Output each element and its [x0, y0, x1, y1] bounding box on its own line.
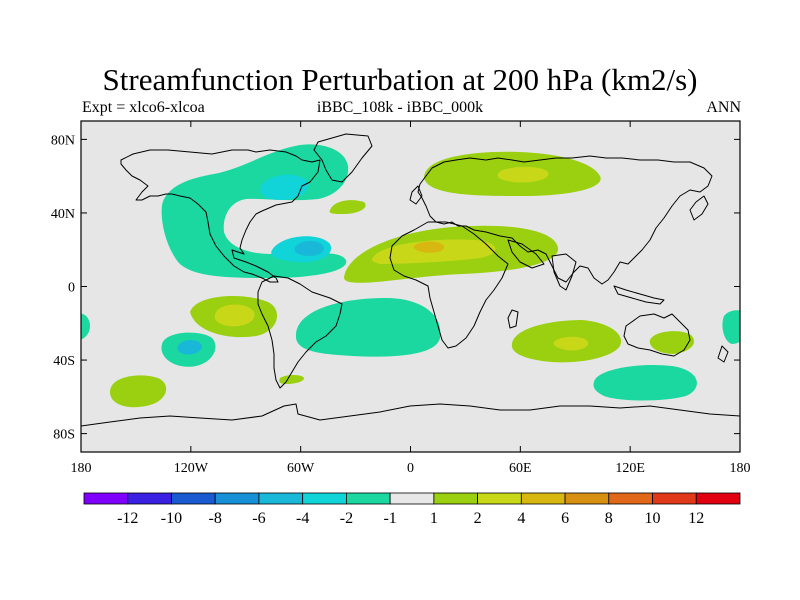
- colorbar-level-label: -12: [117, 510, 138, 527]
- coastline-india: [551, 253, 577, 291]
- lon-tick-label: 120W: [174, 461, 209, 476]
- colorbar-bin: [652, 492, 697, 505]
- coastline-uk: [409, 185, 423, 205]
- colorbar-level-label: -6: [252, 510, 265, 527]
- lon-tick-label: 180: [71, 461, 92, 476]
- southern-ocean-negative-anomaly: [593, 364, 697, 401]
- colorbar-level-label: 8: [605, 510, 613, 527]
- colorbar-level-label: 2: [474, 510, 482, 527]
- colorbar-level-label: 12: [688, 510, 704, 527]
- anomaly-contour-band: [593, 364, 697, 401]
- lat-tick-label: 40N: [51, 207, 75, 222]
- colorbar-bin: [258, 492, 304, 505]
- colorbar-bin: [214, 492, 260, 505]
- colorbar-bin: [564, 492, 610, 505]
- australia-east-positive-anomaly: [649, 331, 694, 354]
- anomaly-contour-band: [497, 166, 549, 183]
- south-america-tip-positive-anomaly: [279, 375, 304, 384]
- map-background: [81, 121, 740, 452]
- southeast-pacific-positive-anomaly: [190, 296, 278, 338]
- coastline-australia: [623, 313, 691, 357]
- anomaly-contour-band: [110, 375, 167, 408]
- colorbar-level-label: 4: [517, 510, 525, 527]
- anomaly-contour-band: [295, 298, 441, 357]
- colorbar-level-label: 6: [561, 510, 569, 527]
- colorbar-bin: [389, 492, 435, 505]
- lon-tick-label: 60W: [287, 461, 315, 476]
- south-pacific-negative-anomaly: [161, 332, 216, 367]
- anomaly-contour-band: [294, 240, 324, 256]
- colorbar-level-label: -10: [161, 510, 182, 527]
- colorbar-bin: [608, 492, 653, 505]
- lat-tick-label: 40S: [53, 354, 75, 369]
- colorbar-bin: [477, 492, 522, 505]
- map-plot-area: [81, 121, 740, 452]
- lon-tick-label: 0: [407, 461, 414, 476]
- anomaly-contour-band: [553, 336, 589, 351]
- coastline-africa: [389, 221, 509, 349]
- colorbar-bin: [345, 492, 391, 505]
- coastline-greenland: [313, 133, 373, 183]
- lon-tick-label: 120E: [615, 461, 645, 476]
- colorbar: -12 -10 -8 -6 -4 -2 -1 1 2 4 6 8 10 12: [83, 492, 741, 527]
- lat-tick-label: 80N: [51, 133, 75, 148]
- colorbar-bin: [433, 492, 479, 505]
- south-atlantic-negative-anomaly: [295, 298, 441, 357]
- indian-ocean-positive-anomaly: [511, 320, 622, 363]
- anomaly-contour-band: [413, 241, 445, 253]
- lon-tick-label: 60E: [509, 461, 532, 476]
- eurasia-positive-anomaly: [329, 151, 601, 214]
- anomaly-contour-band: [260, 174, 309, 200]
- map-axes: 180 120W 60W 0 60E 120E 180 80N 40N 0 40S 80S: [51, 121, 751, 476]
- colorbar-bin: [520, 492, 566, 505]
- anomaly-contour-band: [722, 310, 740, 344]
- lat-tick-label: 80S: [53, 428, 75, 443]
- coastline-antarctica: [81, 403, 740, 427]
- lon-tick-label: 180: [730, 461, 751, 476]
- coastline-europe-asia: [417, 155, 713, 285]
- colorbar-level-label: -8: [209, 510, 222, 527]
- anomaly-contour-band: [214, 304, 255, 327]
- colorbar-bin: [127, 492, 172, 505]
- anomaly-contour-band: [279, 375, 304, 384]
- colorbar-level-label: 1: [430, 510, 438, 527]
- anomaly-contour-band: [177, 340, 202, 355]
- colorbar-bin: [302, 492, 347, 505]
- coastlines: [81, 133, 740, 427]
- colorbar-level-label: 10: [645, 510, 661, 527]
- anomaly-contour-band: [329, 200, 366, 214]
- colorbar-level-label: -4: [296, 510, 309, 527]
- plot-title: Streamfunction Perturbation at 200 hPa (…: [102, 62, 698, 97]
- coastline-indonesia: [613, 285, 665, 305]
- southwest-pacific-positive-anomaly: [110, 375, 167, 408]
- anomaly-contour-band: [649, 331, 694, 354]
- lat-tick-label: 0: [68, 281, 75, 296]
- dateline-negative-anomalies: [81, 310, 740, 344]
- coastline-new-zealand: [717, 345, 729, 363]
- coastline-japan: [689, 195, 709, 221]
- colorbar-level-label: -2: [340, 510, 353, 527]
- coastline-south-america: [257, 275, 343, 389]
- coastline-madagascar: [507, 309, 519, 329]
- case-difference-label: iBBC_108k - iBBC_000k: [316, 99, 484, 116]
- coastline-north-america: [120, 149, 321, 283]
- experiment-label: Expt = xlco6-xlcoa: [82, 99, 205, 116]
- colorbar-bin: [83, 492, 129, 505]
- colorbar-bin: [171, 492, 216, 505]
- season-label: ANN: [706, 99, 741, 116]
- north-america-negative-anomaly: [161, 144, 349, 278]
- coastline-arabia: [507, 239, 545, 269]
- colorbar-bin: [695, 492, 741, 505]
- colorbar-level-label: -1: [383, 510, 396, 527]
- anomaly-contour-band: [81, 313, 90, 340]
